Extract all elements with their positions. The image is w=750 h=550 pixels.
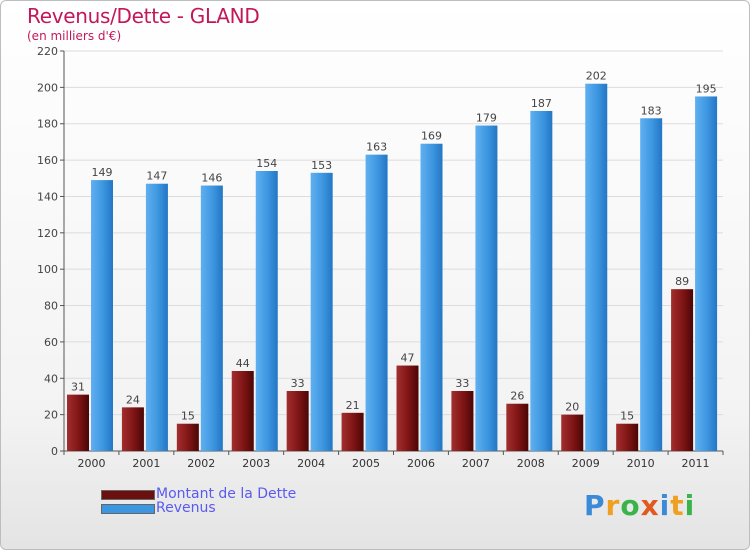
bar-dette [451, 391, 474, 451]
x-tick-label: 2010 [627, 457, 655, 470]
x-tick-label: 2009 [572, 457, 600, 470]
bar-revenus [365, 154, 388, 452]
data-label: 179 [476, 112, 497, 125]
bar-revenus [145, 183, 168, 451]
bar-revenus [420, 143, 443, 451]
chart-subtitle: (en milliers d'€) [27, 29, 122, 43]
data-label: 169 [421, 130, 442, 143]
bar-revenus [200, 185, 223, 451]
y-tick-label: 120 [37, 227, 58, 240]
bar-dette [231, 371, 254, 451]
bar-dette [616, 423, 639, 451]
x-tick-label: 2005 [352, 457, 380, 470]
y-tick-label: 200 [37, 81, 58, 94]
x-tick-label: 2008 [517, 457, 545, 470]
data-label: 154 [256, 157, 277, 170]
y-tick-label: 220 [37, 45, 58, 58]
logo-letter: i [684, 489, 696, 522]
y-tick-label: 20 [44, 409, 58, 422]
bar-revenus [530, 111, 553, 451]
logo-letter: t [670, 489, 685, 522]
data-label: 31 [71, 381, 85, 394]
logo-letter: r [605, 489, 621, 522]
bar-dette [506, 403, 529, 451]
data-label: 15 [181, 410, 195, 423]
legend-label-debt: Montant de la Dette [156, 486, 297, 502]
y-tick-label: 80 [44, 300, 58, 313]
bar-dette [561, 414, 584, 451]
legend-label-revenus: Revenus [156, 500, 216, 516]
y-tick-label: 0 [51, 445, 58, 458]
y-tick-label: 180 [37, 118, 58, 131]
bar-dette [341, 412, 364, 451]
bar-dette [671, 289, 694, 451]
bar-dette [286, 391, 309, 451]
bar-dette [67, 394, 89, 451]
y-tick-label: 160 [37, 154, 58, 167]
bar-revenus [475, 125, 498, 451]
x-tick-label: 2003 [242, 457, 270, 470]
x-tick-label: 2007 [462, 457, 490, 470]
data-label: 146 [201, 172, 222, 185]
chart-title: Revenus/Dette - GLAND [27, 4, 260, 28]
data-label: 44 [236, 357, 250, 370]
data-label: 24 [126, 393, 140, 406]
data-label: 89 [675, 275, 689, 288]
bar-dette [396, 365, 419, 451]
bar-revenus [91, 180, 113, 451]
y-tick-label: 60 [44, 336, 58, 349]
bar-revenus [640, 118, 663, 451]
data-label: 149 [92, 166, 113, 179]
data-label: 26 [510, 390, 524, 403]
data-label: 163 [366, 141, 387, 154]
bar-revenus [310, 172, 333, 451]
x-tick-label: 2000 [77, 457, 105, 470]
logo-letter: i [659, 489, 671, 522]
logo-letter: P [584, 489, 606, 522]
data-label: 15 [620, 410, 634, 423]
logo-letter: x [640, 489, 660, 522]
x-tick-label: 2001 [132, 457, 160, 470]
bar-revenus [695, 96, 718, 452]
y-tick-label: 140 [37, 190, 58, 203]
y-tick-label: 100 [37, 263, 58, 276]
bar-dette [176, 423, 199, 451]
data-label: 21 [346, 399, 360, 412]
bar-revenus [255, 171, 278, 451]
bar-dette [121, 407, 144, 451]
data-label: 147 [146, 170, 167, 183]
x-tick-label: 2004 [297, 457, 325, 470]
data-label: 47 [401, 352, 415, 365]
data-label: 183 [641, 104, 662, 117]
logo-letter: o [620, 489, 641, 522]
data-label: 33 [455, 377, 469, 390]
y-tick-label: 40 [44, 372, 58, 385]
x-tick-label: 2002 [187, 457, 215, 470]
bar-revenus [585, 83, 608, 452]
data-label: 202 [586, 70, 607, 83]
x-tick-label: 2011 [682, 457, 710, 470]
x-tick-label: 2006 [407, 457, 435, 470]
data-label: 195 [696, 82, 717, 95]
data-label: 153 [311, 159, 332, 172]
proxiti-logo: Proxiti [584, 489, 695, 522]
data-label: 33 [291, 377, 305, 390]
legend-swatch-revenus [101, 504, 155, 514]
legend-swatch-debt [101, 490, 155, 500]
data-label: 187 [531, 97, 552, 110]
data-label: 20 [565, 401, 579, 414]
